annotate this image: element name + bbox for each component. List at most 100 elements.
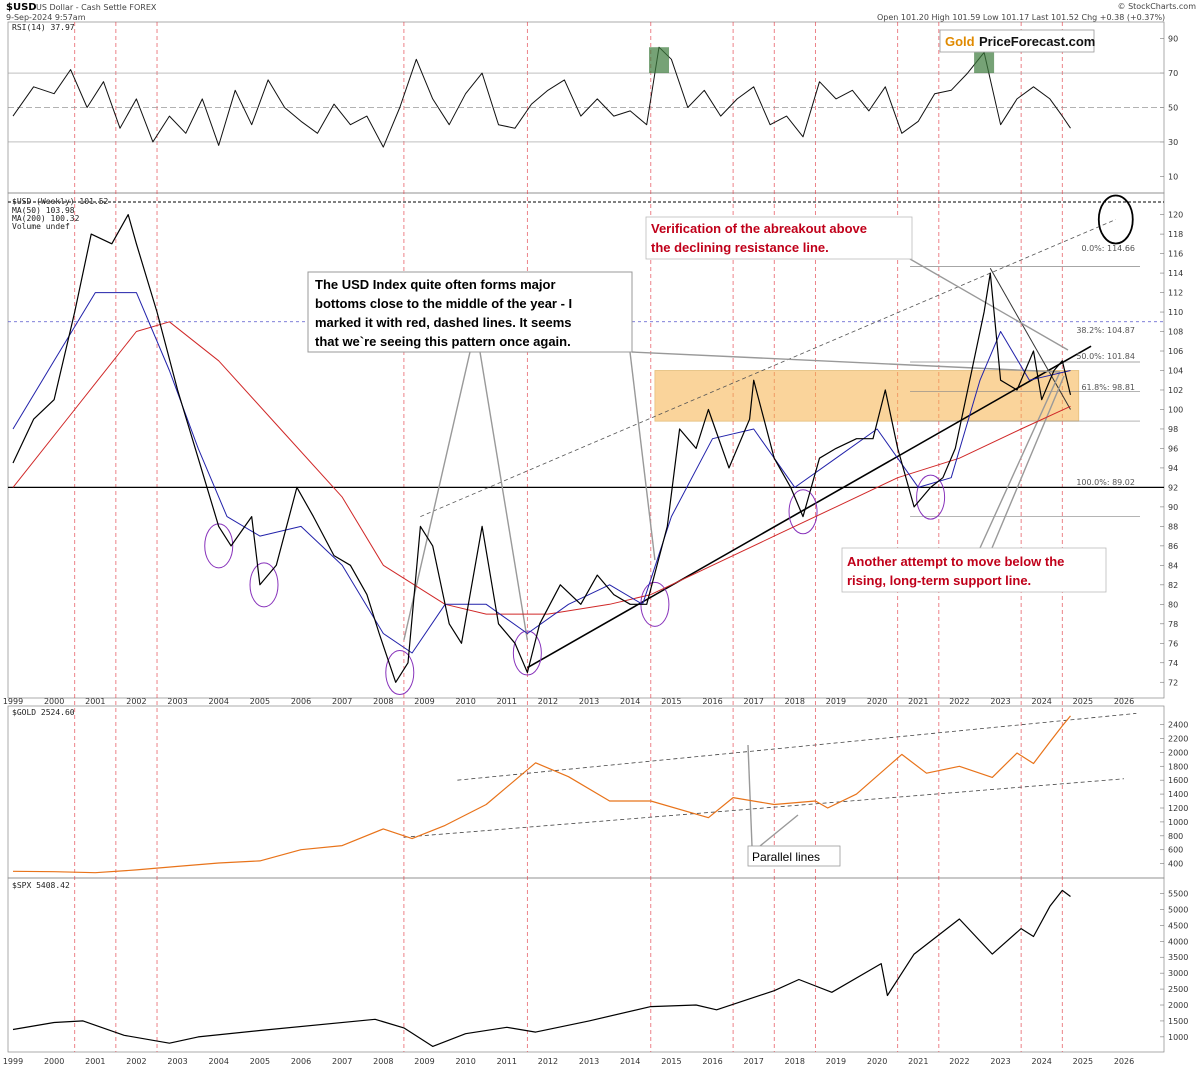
- usd-y-tick-98: 98: [1168, 425, 1178, 434]
- spx-y-tick-3500: 3500: [1168, 953, 1188, 962]
- rsi-y-tick-30: 30: [1168, 138, 1178, 147]
- x-tick-usd-2018: 2018: [785, 697, 805, 706]
- bottom-circle-2: [385, 650, 415, 696]
- usd-y-tick-74: 74: [1168, 659, 1178, 668]
- x-tick-spx-2026: 2026: [1114, 1057, 1134, 1066]
- x-tick-spx-2011: 2011: [497, 1057, 517, 1066]
- pointer-parallel-1: [747, 744, 753, 847]
- quote-summary: Open 101.20 High 101.59 Low 101.17 Last …: [877, 13, 1165, 22]
- x-tick-usd-2024: 2024: [1032, 697, 1052, 706]
- rsi-y-tick-50: 50: [1168, 104, 1178, 113]
- fib-label-100: 100.0%: 89.02: [1076, 478, 1135, 487]
- target-ellipse: [1097, 194, 1134, 245]
- seasonal-callout: The USD Index quite often forms major bo…: [307, 271, 633, 353]
- x-tick-spx-2006: 2006: [291, 1057, 311, 1066]
- gold-label: $GOLD 2524.60: [12, 708, 75, 717]
- rsi-y-tick-10: 10: [1168, 172, 1178, 181]
- usd-y-tick-108: 108: [1168, 328, 1183, 337]
- spx-y-tick-5000: 5000: [1168, 905, 1188, 914]
- x-tick-usd-2015: 2015: [661, 697, 681, 706]
- spx-label: $SPX 5408.42: [12, 881, 70, 890]
- usd-y-tick-104: 104: [1168, 366, 1183, 375]
- x-tick-usd-2026: 2026: [1114, 697, 1134, 706]
- gold-panel-frame: [7, 705, 1165, 879]
- parallel-label: Parallel lines: [752, 850, 820, 864]
- x-tick-spx-2019: 2019: [826, 1057, 846, 1066]
- parallel-lines-callout: Parallel lines: [747, 845, 841, 867]
- gold-line: [12, 715, 1071, 874]
- bottom-circle-1: [249, 562, 279, 608]
- rsi-label: RSI(14) 37.97: [12, 23, 75, 32]
- rising-support-trendline: [526, 345, 1092, 669]
- series-layer: [12, 46, 1072, 1047]
- symbol-label: $USD: [6, 2, 37, 13]
- x-tick-usd-2005: 2005: [250, 697, 270, 706]
- x-tick-spx-2001: 2001: [85, 1057, 105, 1066]
- x-tick-spx-2023: 2023: [990, 1057, 1010, 1066]
- gold-lower-channel: [403, 778, 1125, 838]
- support-line-2: rising, long-term support line.: [847, 573, 1031, 588]
- stockcharts-credit: © StockCharts.com: [1118, 2, 1197, 11]
- bottom-circle-0: [204, 523, 234, 569]
- pointer-2011: [479, 351, 529, 641]
- usd-y-tick-118: 118: [1168, 230, 1183, 239]
- fib-label-50: 50.0%: 101.84: [1076, 352, 1135, 361]
- x-tick-spx-2010: 2010: [455, 1057, 475, 1066]
- x-tick-usd-2004: 2004: [209, 697, 229, 706]
- x-tick-usd-2014: 2014: [620, 697, 640, 706]
- rsi-y-tick-70: 70: [1168, 69, 1178, 78]
- gold-y-tick-1600: 1600: [1168, 776, 1188, 785]
- x-tick-spx-2014: 2014: [620, 1057, 640, 1066]
- rsi-overbought-fill-0: [649, 47, 670, 74]
- x-tick-usd-2001: 2001: [85, 697, 105, 706]
- resistance-zone-box: [654, 370, 1080, 422]
- x-tick-usd-1999: 1999: [3, 697, 23, 706]
- x-tick-usd-2025: 2025: [1073, 697, 1093, 706]
- x-tick-usd-2008: 2008: [373, 697, 393, 706]
- fib-label-618: 61.8%: 98.81: [1081, 383, 1135, 392]
- x-tick-usd-2011: 2011: [497, 697, 517, 706]
- x-tick-usd-2012: 2012: [538, 697, 558, 706]
- pointer-2024: [631, 351, 1061, 373]
- x-tick-spx-2021: 2021: [908, 1057, 928, 1066]
- x-tick-usd-2017: 2017: [743, 697, 763, 706]
- usd-y-tick-72: 72: [1168, 678, 1178, 687]
- spx-y-tick-1500: 1500: [1168, 1017, 1188, 1026]
- usd-y-tick-96: 96: [1168, 444, 1178, 453]
- verification-line-2: the declining resistance line.: [651, 240, 829, 255]
- spx-y-tick-3000: 3000: [1168, 969, 1188, 978]
- spx-y-tick-1000: 1000: [1168, 1033, 1188, 1042]
- gold-upper-channel: [457, 712, 1137, 781]
- x-tick-usd-2019: 2019: [826, 697, 846, 706]
- x-tick-usd-2010: 2010: [455, 697, 475, 706]
- usd-y-tick-94: 94: [1168, 464, 1178, 473]
- usd-y-tick-90: 90: [1168, 503, 1178, 512]
- fib-label-0: 0.0%: 114.66: [1081, 244, 1135, 253]
- support-line-1: Another attempt to move below the: [847, 554, 1064, 569]
- x-tick-spx-2016: 2016: [702, 1057, 722, 1066]
- seasonal-line-3: marked it with red, dashed lines. It see…: [315, 315, 571, 330]
- usd-y-tick-88: 88: [1168, 522, 1178, 531]
- gold-y-tick-1200: 1200: [1168, 804, 1188, 813]
- x-tick-spx-2002: 2002: [126, 1057, 146, 1066]
- rsi-line: [12, 46, 1071, 148]
- usd-y-tick-100: 100: [1168, 405, 1183, 414]
- gold-y-tick-2400: 2400: [1168, 721, 1188, 730]
- x-tick-spx-2000: 2000: [44, 1057, 64, 1066]
- spx-y-tick-2500: 2500: [1168, 985, 1188, 994]
- dashed-upper-trendline: [420, 219, 1116, 518]
- verification-line-1: Verification of the abreakout above: [651, 221, 867, 236]
- usd-panel-frame: [7, 192, 1165, 699]
- gridlines-layer: [8, 22, 1164, 1052]
- usd-y-tick-116: 116: [1168, 250, 1183, 259]
- x-tick-spx-1999: 1999: [3, 1057, 23, 1066]
- spx-line: [12, 889, 1071, 1047]
- gold-y-tick-400: 400: [1168, 860, 1183, 869]
- x-tick-spx-2003: 2003: [167, 1057, 187, 1066]
- verification-callout: Verification of the abreakout above the …: [645, 216, 913, 260]
- pointer-parallel-2: [759, 814, 799, 847]
- seasonal-line-4: that we`re seeing this pattern once agai…: [315, 334, 571, 349]
- spx-y-tick-2000: 2000: [1168, 1001, 1188, 1010]
- bottom-circle-6: [916, 474, 946, 520]
